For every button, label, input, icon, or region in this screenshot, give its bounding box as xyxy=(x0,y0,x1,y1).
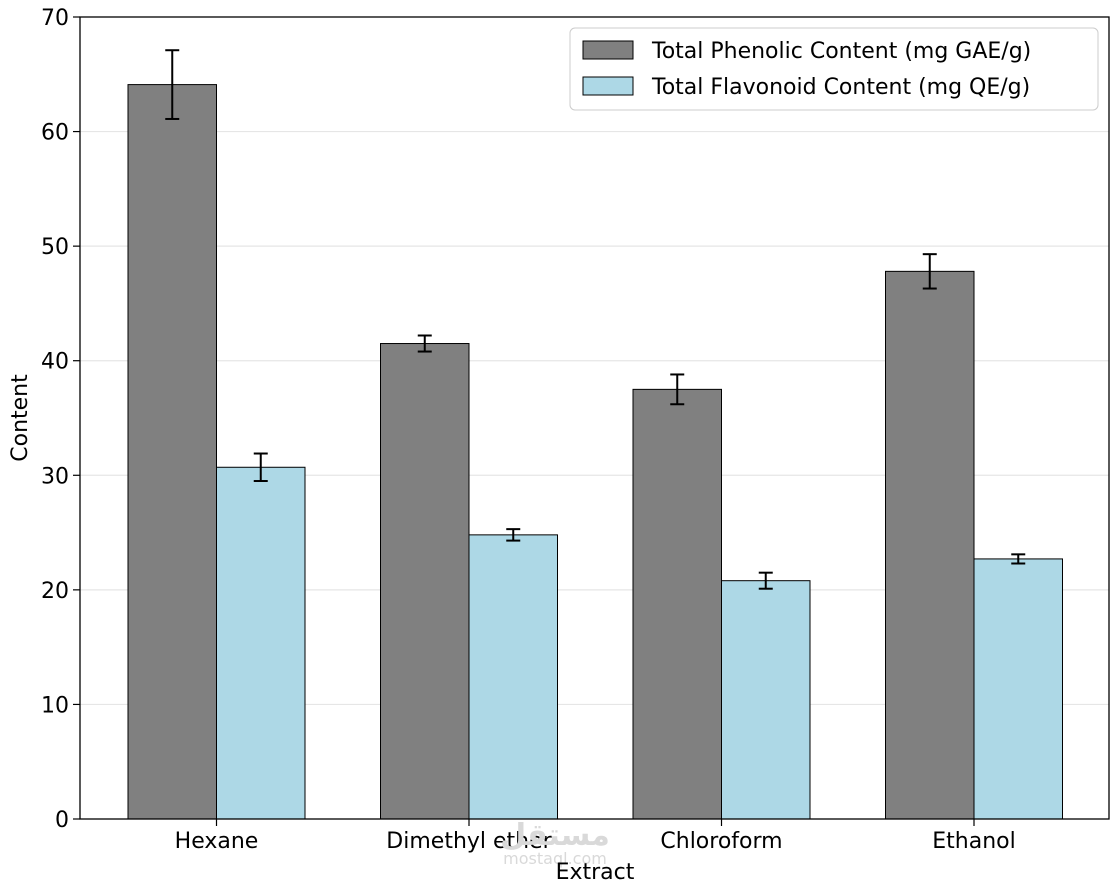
bar-phenolic xyxy=(632,388,722,820)
watermark: مستقل mostaql.com xyxy=(500,818,610,868)
error-bar xyxy=(253,452,268,483)
x-tick-label: Chloroform xyxy=(660,829,782,854)
plot-frame xyxy=(79,16,1110,820)
y-tick-label: 0 xyxy=(55,808,69,833)
watermark-logo: مستقل xyxy=(500,818,610,853)
y-axis-ticks: 0 10 20 30 40 50 60 70 xyxy=(41,6,80,833)
bar-phenolic xyxy=(885,270,975,820)
error-bar xyxy=(1011,553,1026,565)
y-axis-label: Content xyxy=(8,374,33,462)
error-bar xyxy=(670,373,685,406)
bar-flavonoid xyxy=(973,558,1063,820)
x-axis-ticks: Hexane Dimethyl ether Chloroform Ethanol xyxy=(175,819,1016,854)
y-tick-label: 30 xyxy=(41,464,69,489)
bar-phenolic xyxy=(127,84,217,820)
x-tick-label: Hexane xyxy=(175,829,259,854)
error-bar xyxy=(922,253,937,290)
bar-phenolic xyxy=(380,343,470,820)
legend-swatch-phenolic xyxy=(582,40,634,60)
error-bar xyxy=(165,49,180,120)
bars xyxy=(127,84,1063,820)
error-bar xyxy=(506,528,521,542)
legend-label-phenolic: Total Phenolic Content (mg GAE/g) xyxy=(651,39,1031,64)
x-tick-label: Ethanol xyxy=(932,829,1015,854)
y-tick-label: 20 xyxy=(41,579,69,604)
error-bar xyxy=(758,571,773,590)
y-tick-label: 50 xyxy=(41,235,69,260)
legend-label-flavonoid: Total Flavonoid Content (mg QE/g) xyxy=(651,75,1030,100)
bar-flavonoid xyxy=(721,580,811,820)
y-tick-label: 40 xyxy=(41,350,69,375)
legend-swatch-flavonoid xyxy=(582,76,634,96)
y-tick-label: 70 xyxy=(41,6,69,31)
watermark-url: mostaql.com xyxy=(503,849,607,868)
x-tick-label: Dimethyl ether xyxy=(386,829,552,854)
x-axis-label: Extract xyxy=(556,860,635,885)
bar-flavonoid xyxy=(468,534,558,820)
legend: Total Phenolic Content (mg GAE/g) Total … xyxy=(569,27,1099,111)
y-tick-label: 10 xyxy=(41,693,69,718)
y-tick-label: 60 xyxy=(41,121,69,146)
bar-flavonoid xyxy=(216,466,306,820)
legend-box xyxy=(569,27,1099,111)
error-bars xyxy=(165,49,1026,590)
error-bar xyxy=(417,334,432,353)
